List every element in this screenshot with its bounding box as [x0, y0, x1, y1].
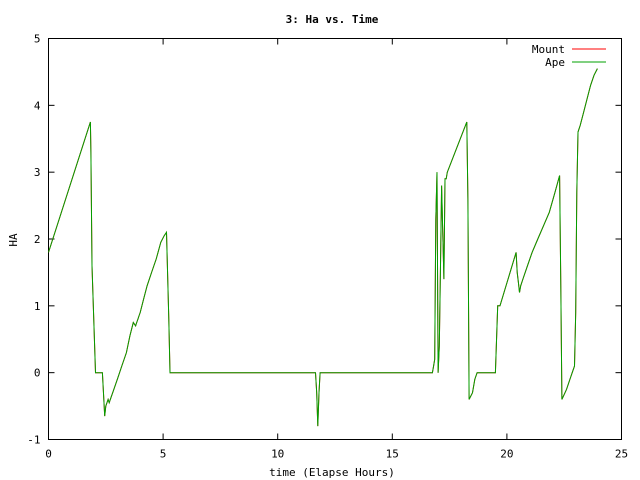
x-tick-label: 25 — [615, 448, 628, 461]
y-tick-label: 5 — [34, 33, 41, 46]
y-axis-ticks: -1 0 1 2 3 4 5 — [27, 33, 622, 447]
series-layer — [48, 68, 598, 427]
x-tick-label: 10 — [271, 448, 284, 461]
legend-label-ape: Ape — [545, 56, 565, 69]
legend-label-mount: Mount — [532, 43, 565, 56]
x-tick-label: 0 — [45, 448, 52, 461]
x-axis-ticks: 0 5 10 15 20 25 — [45, 38, 628, 461]
plot-frame — [48, 38, 622, 440]
y-tick-label: -1 — [27, 434, 40, 447]
y-tick-label: 3 — [34, 166, 41, 179]
x-axis-label: time (Elapse Hours) — [269, 466, 395, 479]
y-tick-label: 0 — [34, 367, 41, 380]
y-tick-label: 4 — [34, 99, 41, 112]
y-tick-label: 2 — [34, 233, 41, 246]
x-tick-label: 15 — [386, 448, 399, 461]
chart-title: 3: Ha vs. Time — [286, 13, 379, 26]
x-tick-label: 5 — [160, 448, 167, 461]
y-tick-label: 1 — [34, 300, 41, 313]
x-tick-label: 20 — [500, 448, 513, 461]
series-line-ape — [48, 68, 598, 427]
y-axis-label: HA — [7, 233, 20, 247]
